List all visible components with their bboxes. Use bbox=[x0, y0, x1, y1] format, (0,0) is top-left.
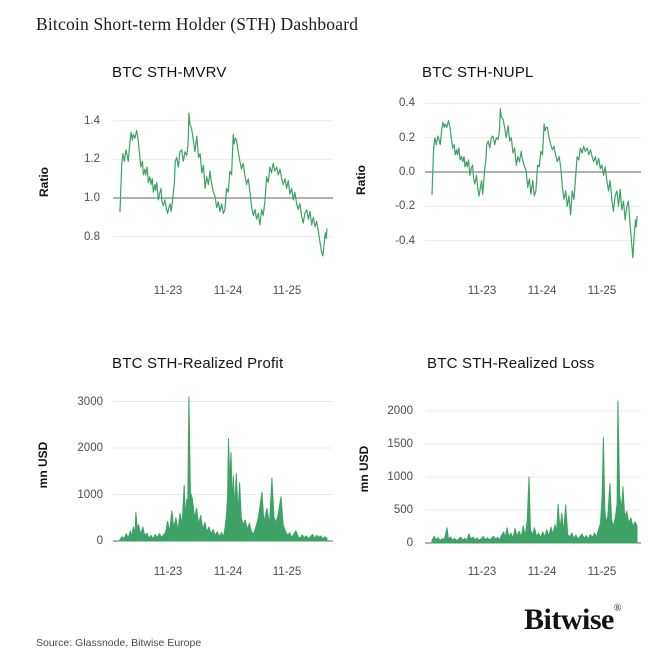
y-tick-label: 2000 bbox=[77, 442, 103, 454]
x-tick-label: 11-23 bbox=[467, 285, 497, 297]
y-tick-label: 1000 bbox=[387, 471, 413, 483]
y-axis-label-profit: mn USD bbox=[36, 441, 50, 489]
series-area bbox=[119, 396, 328, 542]
y-axis-label-nupl: Ratio bbox=[354, 165, 368, 195]
x-tick-label: 11-25 bbox=[272, 566, 302, 578]
y-axis-label-mvrv: Ratio bbox=[37, 167, 51, 197]
x-tick-label: 11-25 bbox=[587, 566, 617, 578]
y-tick-label: -0.4 bbox=[395, 234, 415, 247]
x-tick-label: 11-25 bbox=[587, 285, 617, 297]
bitwise-logo: Bitwise® bbox=[524, 603, 621, 637]
chart-title-realized-profit: BTC STH-Realized Profit bbox=[112, 355, 284, 372]
x-tick-label: 11-24 bbox=[213, 285, 243, 297]
page-title: Bitcoin Short-term Holder (STH) Dashboar… bbox=[36, 14, 359, 34]
y-tick-label: 3000 bbox=[77, 395, 103, 408]
bitwise-wordmark: Bitwise bbox=[524, 603, 614, 636]
chart-title-nupl: BTC STH-NUPL bbox=[422, 64, 534, 81]
y-tick-label: -0.2 bbox=[395, 200, 415, 213]
y-tick-label: 0.8 bbox=[84, 230, 100, 243]
chart-title-realized-loss: BTC STH-Realized Loss bbox=[427, 355, 595, 372]
source-note: Source: Glassnode, Bitwise Europe bbox=[36, 637, 202, 649]
x-tick-label: 11-24 bbox=[527, 566, 557, 578]
x-tick-label: 11-23 bbox=[153, 566, 183, 578]
y-tick-label: 1.4 bbox=[84, 114, 100, 127]
series-area bbox=[431, 400, 638, 544]
y-tick-label: 1000 bbox=[77, 488, 103, 501]
y-tick-label: 0 bbox=[96, 535, 103, 547]
y-tick-label: 1.0 bbox=[84, 192, 100, 204]
x-tick-label: 11-23 bbox=[153, 285, 183, 297]
y-tick-label: 0 bbox=[406, 537, 413, 549]
y-tick-label: 500 bbox=[393, 504, 413, 516]
chart-title-mvrv: BTC STH-MVRV bbox=[112, 64, 227, 81]
y-tick-label: 0.4 bbox=[399, 97, 415, 110]
series-line bbox=[431, 107, 638, 259]
y-tick-label: 2000 bbox=[387, 405, 413, 417]
x-tick-label: 11-25 bbox=[272, 285, 302, 297]
registered-trademark-icon: ® bbox=[613, 603, 622, 614]
x-tick-label: 11-23 bbox=[467, 566, 497, 578]
series-line bbox=[119, 112, 328, 257]
y-tick-label: 1.2 bbox=[84, 153, 100, 166]
y-tick-label: 0.0 bbox=[399, 166, 415, 178]
x-tick-label: 11-24 bbox=[527, 285, 557, 297]
x-tick-label: 11-24 bbox=[213, 566, 243, 578]
y-tick-label: 0.2 bbox=[399, 131, 415, 144]
y-tick-label: 1500 bbox=[387, 438, 413, 450]
